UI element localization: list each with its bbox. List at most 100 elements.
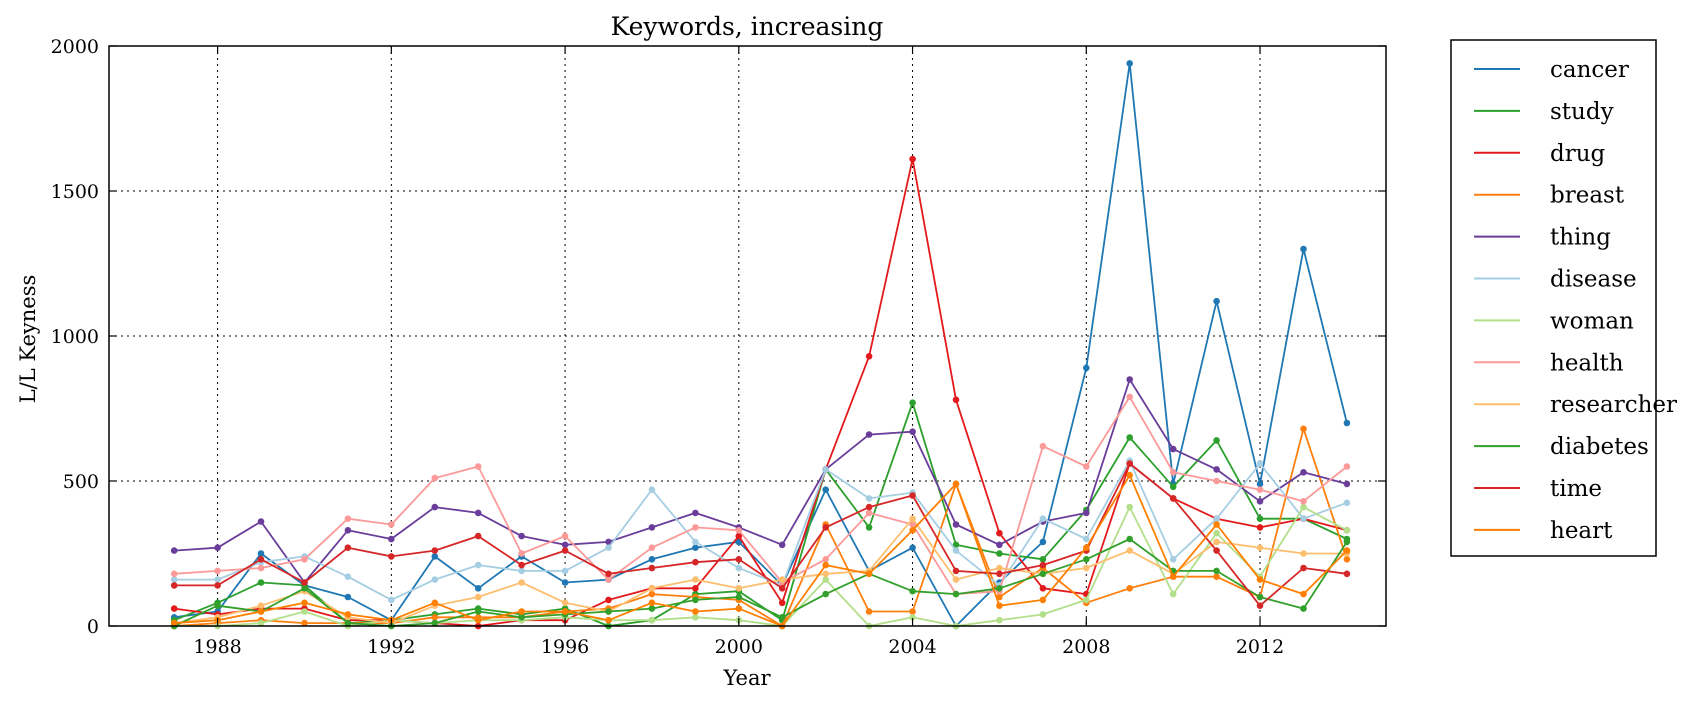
data-point-cancer [1300, 245, 1307, 253]
data-point-health [301, 556, 308, 563]
data-point-cancer [822, 486, 829, 494]
data-point-drug [1039, 585, 1047, 592]
data-point-heart [909, 527, 916, 534]
data-point-woman [1083, 596, 1090, 604]
data-point-diabetes [648, 605, 656, 612]
legend-item-heart: heart [1474, 518, 1613, 544]
y-tick-label: 0 [87, 616, 99, 638]
data-point-diabetes [778, 614, 786, 621]
data-point-health [605, 576, 612, 583]
data-point-woman [692, 614, 699, 621]
data-point-thing [692, 509, 699, 517]
series-line-health [174, 395, 1348, 595]
data-point-researcher [648, 585, 656, 592]
data-point-thing [474, 509, 482, 517]
data-point-heart [1343, 547, 1351, 554]
data-point-study [1126, 434, 1133, 441]
data-point-woman [996, 616, 1003, 624]
data-point-woman [301, 608, 308, 615]
data-point-disease [388, 596, 395, 604]
data-point-diabetes [1343, 538, 1351, 546]
data-point-time [1343, 570, 1351, 578]
series-researcher [170, 515, 1351, 627]
data-point-disease [1039, 515, 1047, 522]
data-point-thing [952, 521, 960, 528]
data-point-researcher [1256, 544, 1264, 551]
legend: cancer study drug breast thing disease woman he… [1450, 39, 1677, 557]
data-point-thing [257, 518, 265, 525]
data-point-diabetes [431, 619, 439, 627]
data-point-time [301, 579, 308, 586]
data-point-health [431, 474, 439, 482]
data-point-woman [257, 619, 265, 627]
data-point-drug [996, 529, 1003, 537]
data-point-heart [518, 608, 525, 615]
data-point-woman [1343, 527, 1351, 534]
data-point-researcher [952, 576, 960, 583]
y-tick-label: 2000 [51, 36, 99, 58]
data-point-drug [952, 396, 960, 404]
data-point-woman [1213, 529, 1220, 537]
chart-title: Keywords, increasing [611, 12, 884, 41]
data-point-time [1300, 564, 1307, 572]
legend-label-study: study [1550, 99, 1614, 125]
data-point-breast [1126, 585, 1133, 592]
data-point-health [865, 509, 873, 517]
grid-lines [109, 46, 1386, 626]
data-point-cancer [909, 544, 916, 551]
legend-item-study: study [1474, 99, 1614, 125]
legend-label-health: health [1550, 350, 1624, 376]
data-point-woman [648, 616, 656, 624]
data-point-health [1213, 477, 1220, 485]
data-point-drug [170, 605, 178, 612]
data-point-thing [388, 535, 395, 543]
series-line-thing [174, 378, 1348, 584]
data-point-diabetes [1126, 535, 1133, 543]
data-point-cancer [561, 579, 569, 586]
data-point-health [692, 524, 699, 531]
series-line-disease [174, 459, 1348, 601]
data-point-cancer [1256, 480, 1264, 488]
data-point-researcher [518, 579, 525, 586]
data-point-disease [1213, 515, 1220, 522]
data-point-health [1169, 469, 1177, 476]
data-point-heart [692, 608, 699, 615]
data-point-health [1039, 442, 1047, 450]
data-point-thing [648, 524, 656, 531]
data-point-woman [1039, 611, 1047, 618]
data-point-disease [865, 495, 873, 502]
data-point-thing [1083, 509, 1090, 517]
series-line-researcher [174, 517, 1347, 624]
data-point-heart [170, 619, 178, 627]
data-point-diabetes [996, 585, 1003, 592]
data-point-health [388, 521, 395, 528]
data-point-health [214, 567, 221, 575]
data-point-health [344, 515, 352, 522]
data-point-time [257, 556, 265, 563]
data-point-heart [301, 599, 308, 607]
x-tick-label: 2004 [888, 636, 936, 658]
data-point-thing [1126, 376, 1133, 383]
data-point-study [1039, 556, 1047, 563]
data-point-breast [1213, 573, 1220, 580]
data-point-thing [431, 503, 439, 511]
data-point-researcher [1213, 538, 1220, 546]
legend-label-disease: disease [1550, 267, 1637, 293]
data-point-thing [344, 527, 352, 534]
data-point-time [1126, 460, 1133, 467]
data-point-health [822, 556, 829, 563]
data-point-diabetes [692, 596, 699, 604]
legend-item-breast: breast [1474, 183, 1625, 209]
data-point-study [1256, 515, 1264, 522]
data-point-time [909, 492, 916, 499]
data-point-thing [170, 547, 178, 554]
data-point-cancer [474, 585, 482, 592]
legend-label-cancer: cancer [1550, 57, 1629, 83]
data-point-diabetes [822, 590, 829, 598]
data-point-study [257, 579, 265, 586]
data-point-researcher [257, 602, 265, 609]
data-point-time [1213, 547, 1220, 554]
data-point-heart [1213, 521, 1220, 528]
data-point-cancer [431, 553, 439, 560]
